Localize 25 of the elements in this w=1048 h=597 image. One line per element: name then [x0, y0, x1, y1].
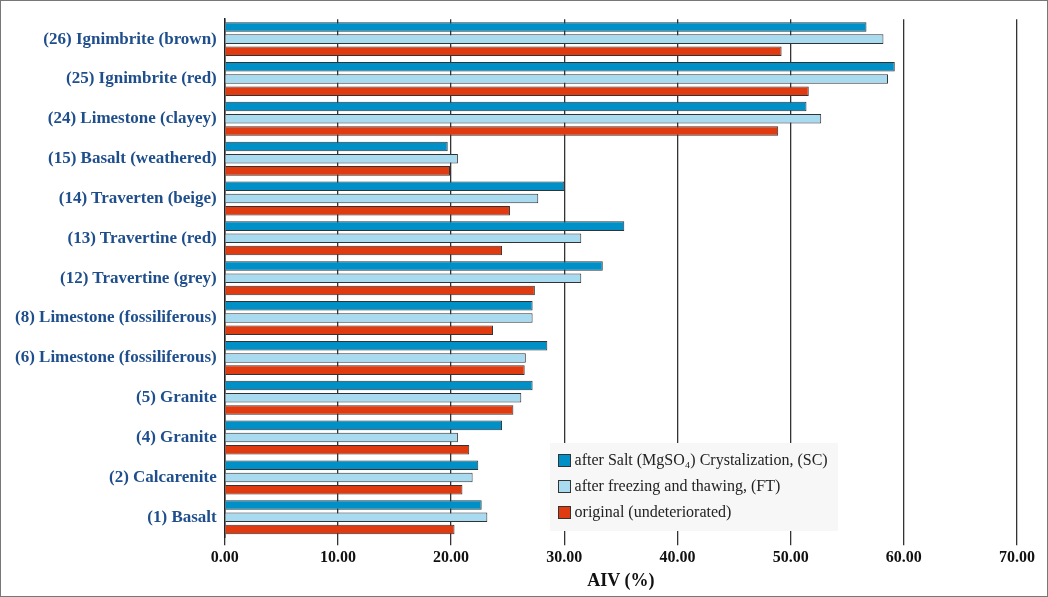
legend-label: after Salt (MgSO₄) Crystalization, (SC): [574, 451, 828, 470]
x-tick-label: 20.00: [433, 547, 470, 565]
x-tick-label: 70.00: [999, 547, 1035, 565]
y-tick-label: (5) Granite: [136, 387, 218, 407]
y-tick-label: (26) Ignimbrite (brown): [43, 28, 217, 48]
legend-label: after freezing and thawing, (FT): [574, 477, 781, 496]
y-tick-label: (4) Granite: [136, 426, 218, 446]
x-axis-title: AIV (%): [587, 569, 655, 591]
y-tick-label: (1) Basalt: [147, 506, 218, 526]
y-tick-label: (13) Travertine (red): [67, 227, 217, 247]
y-tick-label: (14) Traverten (beige): [58, 187, 217, 207]
x-tick-label: 40.00: [659, 547, 696, 565]
y-tick-label: (24) Limestone (clayey): [47, 108, 217, 128]
y-tick-label: (15) Basalt (weathered): [48, 148, 217, 168]
y-tick-label: (12) Travertine (grey): [60, 267, 217, 287]
y-tick-label: (8) Limestone (fossiliferous): [14, 307, 217, 327]
x-tick-label: 0.00: [210, 547, 239, 565]
x-tick-label: 60.00: [885, 547, 922, 565]
x-tick-label: 10.00: [319, 547, 356, 565]
y-tick-label: (2) Calcarenite: [108, 466, 218, 486]
y-tick-label: (25) Ignimbrite (red): [65, 68, 217, 88]
y-tick-label: (6) Limestone (fossiliferous): [14, 347, 217, 367]
x-tick-label: 30.00: [546, 547, 583, 565]
legend-label: original (undeteriorated): [574, 503, 732, 522]
x-tick-label: 50.00: [772, 547, 809, 565]
